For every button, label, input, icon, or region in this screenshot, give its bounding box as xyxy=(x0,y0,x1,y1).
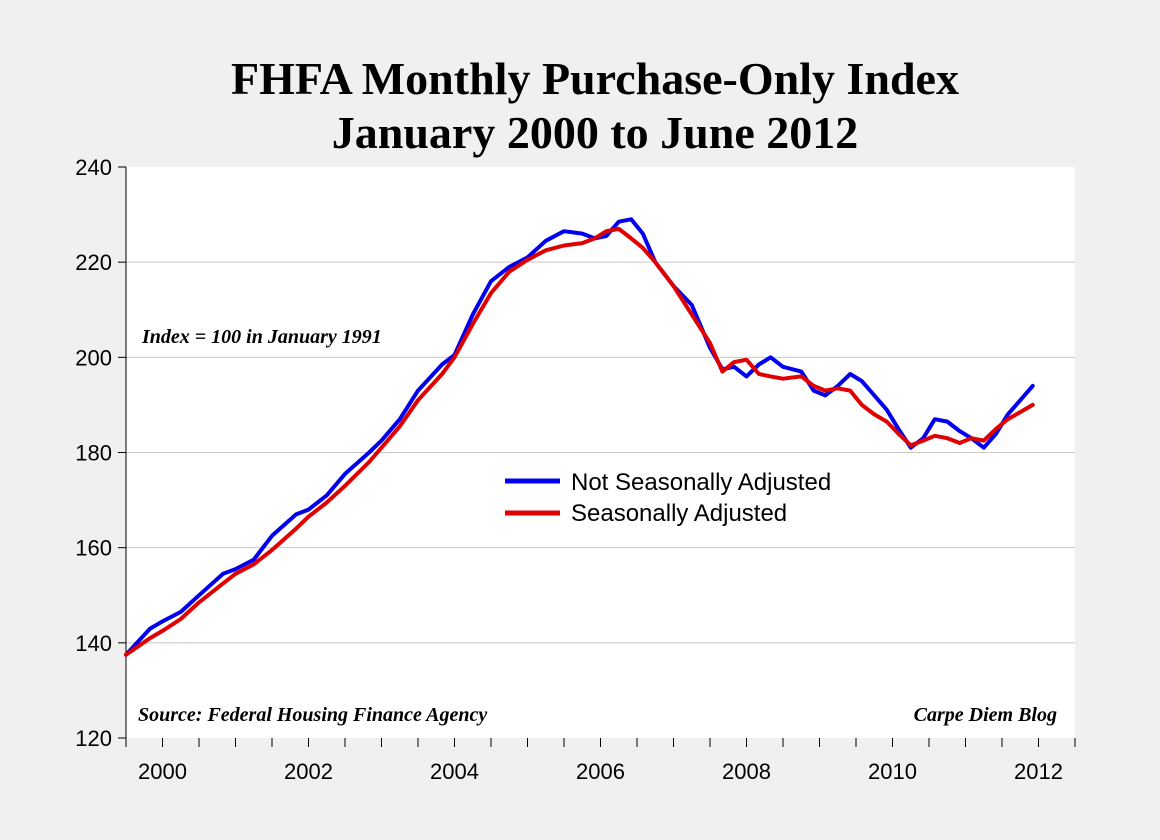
series-line-sa xyxy=(124,226,1035,657)
chart-title-line2: January 2000 to June 2012 xyxy=(331,107,859,158)
y-tick-label: 140 xyxy=(75,631,112,656)
y-axis-ticks: 120 140 160 180 200 220 240 xyxy=(75,155,126,751)
legend-label-sa: Seasonally Adjusted xyxy=(571,500,787,527)
credit-note: Carpe Diem Blog xyxy=(914,704,1057,726)
series-line-nsa xyxy=(124,217,1035,657)
x-tick-label: 2002 xyxy=(284,759,333,784)
series-lines xyxy=(124,217,1035,657)
index-note: Index = 100 in January 1991 xyxy=(141,326,382,348)
x-tick-label: 2004 xyxy=(430,759,479,784)
x-axis-ticks: 2000 2002 2004 2006 2008 2010 2012 xyxy=(125,738,1076,784)
y-tick-label: 200 xyxy=(75,345,112,370)
source-note: Source: Federal Housing Finance Agency xyxy=(138,704,487,726)
x-tick-label: 2008 xyxy=(722,759,771,784)
y-tick-label: 240 xyxy=(75,155,112,180)
chart-title-line1: FHFA Monthly Purchase-Only Index xyxy=(231,53,959,104)
gridlines xyxy=(126,261,1075,644)
y-tick-label: 120 xyxy=(75,726,112,751)
x-tick-label: 2000 xyxy=(138,759,187,784)
x-tick-label: 2010 xyxy=(868,759,917,784)
legend-label-nsa: Not Seasonally Adjusted xyxy=(571,469,831,496)
y-tick-label: 180 xyxy=(75,441,112,466)
y-tick-label: 220 xyxy=(75,250,112,275)
legend: Not Seasonally Adjusted Seasonally Adjus… xyxy=(505,469,831,527)
x-tick-label: 2012 xyxy=(1014,759,1063,784)
chart-title: FHFA Monthly Purchase-Only Index January… xyxy=(0,52,1160,160)
y-tick-label: 160 xyxy=(75,536,112,561)
x-tick-label: 2006 xyxy=(576,759,625,784)
